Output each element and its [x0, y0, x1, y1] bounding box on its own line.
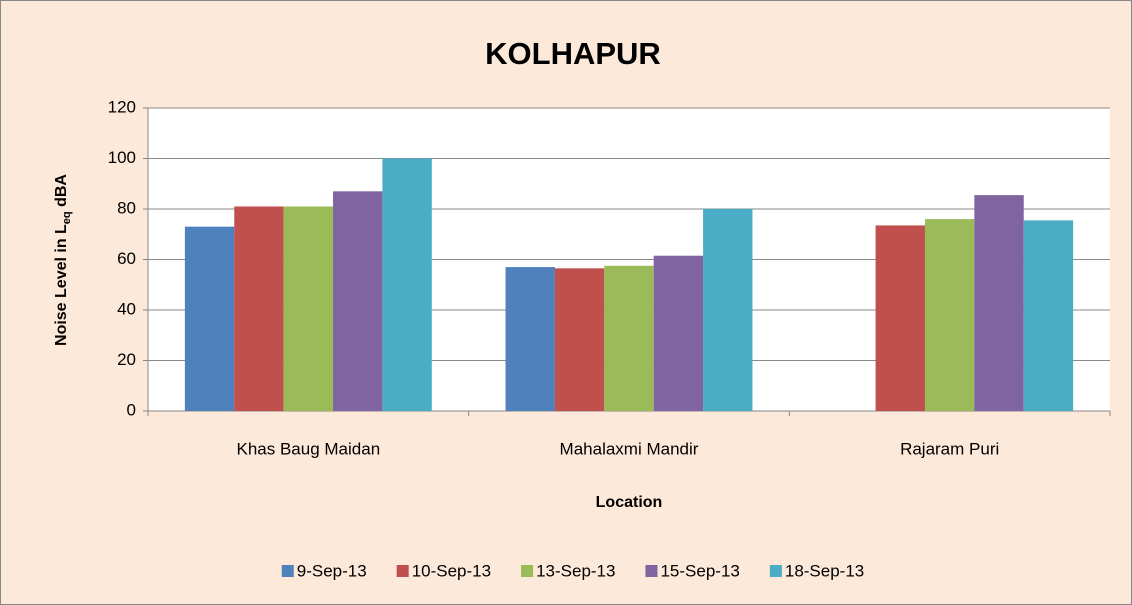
y-label-part: dBA	[53, 174, 70, 212]
legend-swatch	[769, 565, 782, 577]
y-tick-label: 60	[117, 249, 136, 268]
y-tick-label: 0	[127, 400, 136, 419]
bar	[283, 206, 334, 411]
y-axis-label: Noise Level in Leq dBA	[53, 174, 73, 346]
bar	[924, 219, 975, 411]
legend-swatch	[281, 565, 294, 577]
bar	[333, 191, 383, 411]
bar	[505, 267, 555, 411]
x-axis-label: Location	[596, 494, 663, 511]
chart-title: KOLHAPUR	[485, 36, 661, 71]
y-tick-label: 40	[117, 299, 136, 318]
legend-label: 15-Sep-13	[660, 561, 739, 580]
bar	[604, 265, 654, 411]
x-tick-label: Mahalaxmi Mandir	[560, 439, 699, 458]
bar	[875, 225, 925, 411]
legend-swatch	[396, 565, 409, 577]
bar	[703, 209, 753, 411]
bar	[1023, 220, 1074, 411]
legend-label: 10-Sep-13	[412, 561, 491, 580]
legend-swatch	[645, 565, 658, 577]
y-tick-label: 80	[117, 198, 136, 217]
y-tick-label: 100	[108, 148, 136, 167]
bar	[653, 255, 704, 411]
x-tick-label: Khas Baug Maidan	[237, 439, 381, 458]
legend-label: 18-Sep-13	[785, 561, 864, 580]
bar	[234, 206, 284, 411]
bar	[382, 158, 432, 411]
y-tick-label: 120	[108, 97, 136, 116]
bar	[554, 268, 605, 411]
y-tick-label: 20	[117, 350, 136, 369]
legend-label: 9-Sep-13	[297, 561, 367, 580]
x-tick-label: Rajaram Puri	[900, 439, 999, 458]
y-label-subscript: eq	[61, 211, 73, 224]
legend-swatch	[521, 565, 534, 577]
legend-label: 13-Sep-13	[536, 561, 615, 580]
bar	[184, 226, 235, 411]
bar	[974, 195, 1024, 411]
y-label-part: Noise Level in L	[53, 224, 70, 346]
